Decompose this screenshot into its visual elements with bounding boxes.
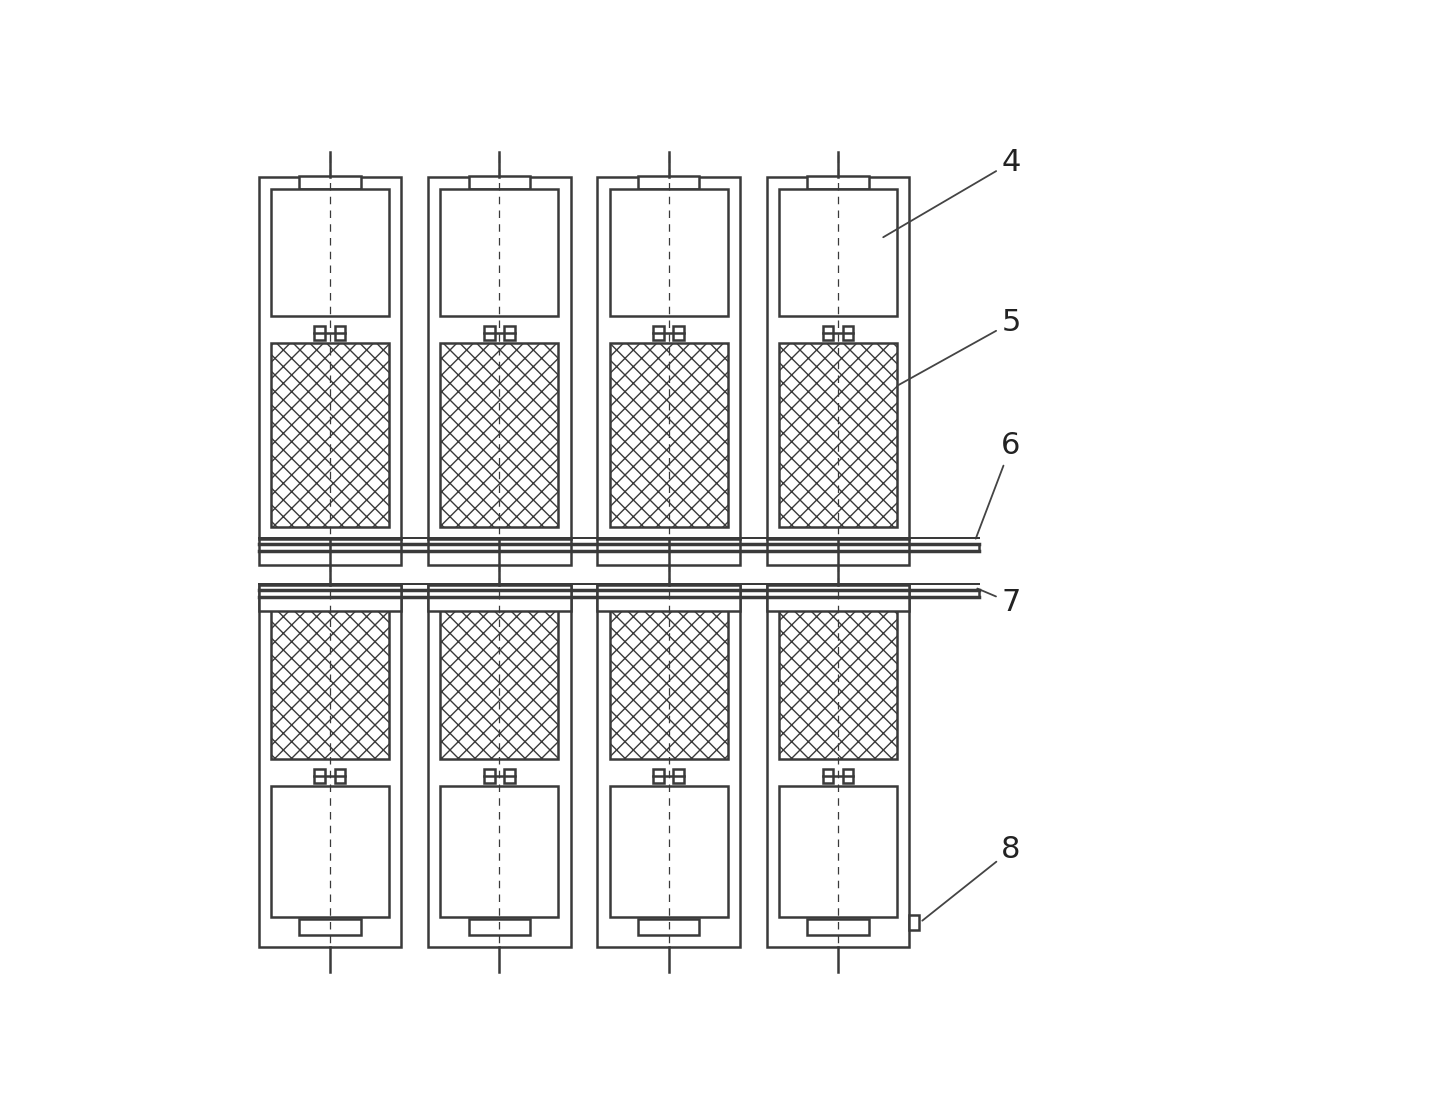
Bar: [767, 585, 909, 612]
Bar: [428, 177, 571, 539]
Bar: [780, 786, 897, 917]
Bar: [637, 175, 700, 190]
Bar: [440, 190, 558, 317]
Bar: [440, 597, 558, 759]
Text: 5: 5: [897, 308, 1021, 386]
Bar: [272, 786, 389, 917]
Bar: [334, 326, 346, 340]
Bar: [484, 326, 495, 340]
Bar: [299, 920, 360, 935]
Bar: [674, 769, 684, 783]
Bar: [610, 344, 727, 527]
Bar: [299, 175, 360, 190]
Bar: [780, 344, 897, 527]
Bar: [653, 769, 664, 783]
Bar: [909, 915, 919, 930]
Bar: [428, 585, 571, 612]
Bar: [469, 920, 530, 935]
Bar: [610, 786, 727, 917]
Bar: [440, 786, 558, 917]
Bar: [653, 326, 664, 340]
Bar: [258, 585, 401, 947]
Bar: [597, 539, 741, 565]
Bar: [807, 175, 868, 190]
Bar: [504, 769, 514, 783]
Bar: [823, 326, 833, 340]
Bar: [440, 344, 558, 527]
Bar: [315, 769, 325, 783]
Bar: [597, 585, 741, 947]
Bar: [823, 769, 833, 783]
Bar: [315, 326, 325, 340]
Bar: [258, 585, 401, 612]
Bar: [597, 585, 741, 612]
Bar: [767, 539, 909, 565]
Text: 4: 4: [883, 148, 1021, 238]
Bar: [258, 539, 401, 565]
Bar: [272, 344, 389, 527]
Bar: [767, 585, 909, 947]
Bar: [637, 920, 700, 935]
Bar: [610, 597, 727, 759]
Bar: [484, 769, 495, 783]
Bar: [504, 326, 514, 340]
Bar: [780, 190, 897, 317]
Bar: [258, 177, 401, 539]
Text: 7: 7: [977, 588, 1021, 617]
Bar: [842, 326, 854, 340]
Bar: [807, 920, 868, 935]
Text: 8: 8: [922, 836, 1021, 921]
Bar: [334, 769, 346, 783]
Bar: [842, 769, 854, 783]
Bar: [428, 539, 571, 565]
Bar: [469, 175, 530, 190]
Bar: [610, 190, 727, 317]
Bar: [428, 585, 571, 947]
Bar: [272, 597, 389, 759]
Bar: [272, 190, 389, 317]
Text: 6: 6: [976, 431, 1021, 539]
Bar: [597, 177, 741, 539]
Bar: [674, 326, 684, 340]
Bar: [767, 177, 909, 539]
Bar: [780, 597, 897, 759]
